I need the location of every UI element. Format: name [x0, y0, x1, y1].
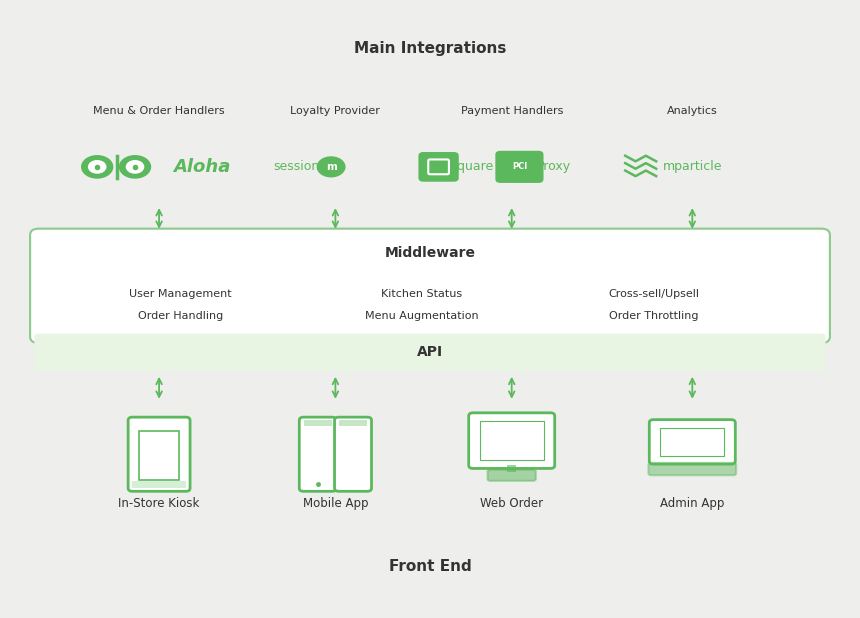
- Text: Cross-sell/Upsell: Cross-sell/Upsell: [608, 289, 699, 299]
- FancyBboxPatch shape: [299, 417, 336, 491]
- Text: Mobile App: Mobile App: [303, 497, 368, 510]
- Bar: [480, 421, 544, 460]
- Text: Payment Handlers: Payment Handlers: [460, 106, 563, 116]
- Text: Middleware: Middleware: [384, 247, 476, 260]
- Circle shape: [317, 157, 345, 177]
- Text: In-Store Kiosk: In-Store Kiosk: [119, 497, 200, 510]
- FancyBboxPatch shape: [649, 420, 735, 464]
- Text: Menu & Order Handlers: Menu & Order Handlers: [93, 106, 225, 116]
- Text: mparticle: mparticle: [662, 160, 722, 174]
- FancyBboxPatch shape: [469, 413, 555, 468]
- Bar: [339, 420, 367, 426]
- Text: Front End: Front End: [389, 559, 471, 574]
- Text: session: session: [273, 160, 320, 174]
- Text: Analytics: Analytics: [666, 106, 718, 116]
- Text: Loyalty Provider: Loyalty Provider: [291, 106, 380, 116]
- Text: API: API: [417, 345, 443, 359]
- Bar: [139, 431, 179, 480]
- FancyBboxPatch shape: [428, 159, 449, 174]
- Circle shape: [126, 161, 144, 173]
- FancyBboxPatch shape: [128, 417, 190, 491]
- FancyBboxPatch shape: [648, 463, 736, 475]
- Circle shape: [82, 156, 113, 178]
- Bar: [304, 420, 332, 426]
- Text: Square: Square: [449, 160, 494, 174]
- Text: Kitchen Status: Kitchen Status: [381, 289, 462, 299]
- Bar: [132, 481, 186, 488]
- FancyBboxPatch shape: [30, 229, 830, 343]
- Text: Admin App: Admin App: [660, 497, 724, 510]
- Text: Web Order: Web Order: [480, 497, 544, 510]
- Text: Proxy: Proxy: [537, 160, 571, 174]
- Text: Aloha: Aloha: [174, 158, 230, 176]
- Text: PCI: PCI: [512, 162, 527, 171]
- Circle shape: [120, 156, 150, 178]
- Text: Main Integrations: Main Integrations: [353, 41, 507, 56]
- Circle shape: [89, 161, 106, 173]
- FancyBboxPatch shape: [495, 151, 544, 183]
- Bar: [660, 428, 724, 456]
- FancyBboxPatch shape: [488, 470, 536, 481]
- FancyBboxPatch shape: [335, 417, 372, 491]
- FancyBboxPatch shape: [34, 334, 826, 371]
- Text: m: m: [326, 162, 336, 172]
- Text: Order Handling: Order Handling: [138, 311, 224, 321]
- FancyBboxPatch shape: [420, 153, 458, 180]
- Text: User Management: User Management: [129, 289, 232, 299]
- Bar: [507, 465, 516, 472]
- Text: Order Throttling: Order Throttling: [609, 311, 698, 321]
- Text: Menu Augmentation: Menu Augmentation: [365, 311, 478, 321]
